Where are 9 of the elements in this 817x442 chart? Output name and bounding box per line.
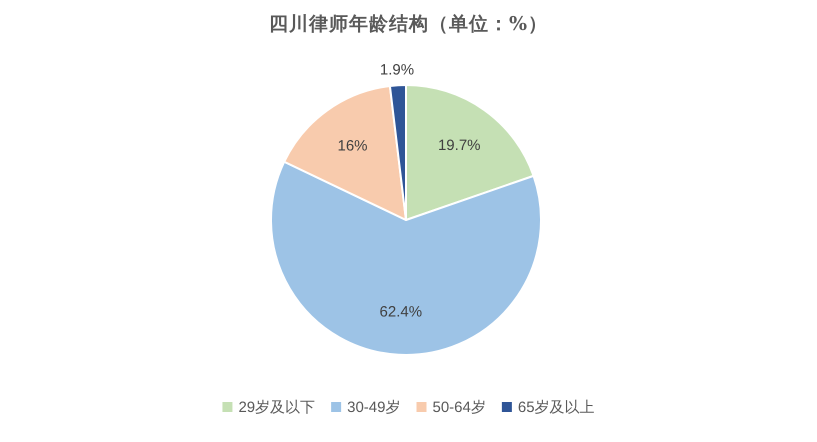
legend-label: 29岁及以下	[238, 399, 316, 416]
data-label: 16%	[337, 137, 368, 154]
legend-label: 30-49岁	[347, 399, 400, 416]
legend-label: 65岁及以上	[518, 399, 595, 416]
legend-label: 50-64岁	[432, 399, 486, 416]
data-label: 1.9%	[380, 61, 414, 78]
data-label: 19.7%	[438, 137, 481, 154]
chart-title: 四川律师年龄结构（单位：%）	[268, 13, 548, 35]
data-label: 62.4%	[380, 304, 422, 321]
